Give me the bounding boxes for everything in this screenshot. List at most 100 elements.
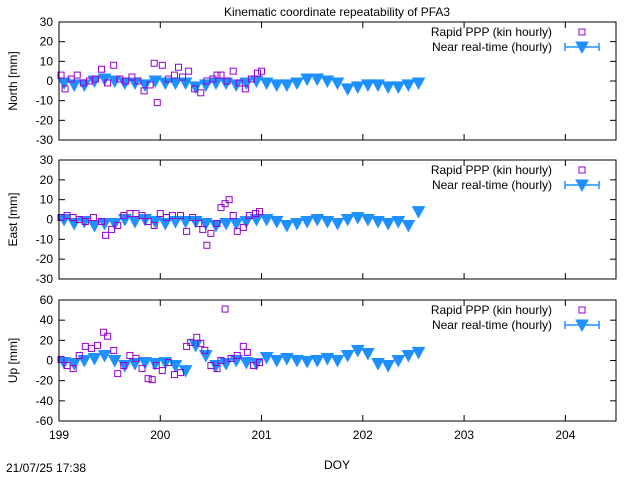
rapid-point <box>229 67 237 75</box>
nrt-point <box>269 355 284 368</box>
nrt-point <box>199 79 213 92</box>
rapid-point <box>168 212 176 220</box>
x-tick-label: 200 <box>150 428 170 442</box>
y-axis-label: East [mm] <box>6 192 20 246</box>
rapid-point <box>207 229 215 237</box>
nrt-point <box>107 75 122 89</box>
nrt-point <box>340 214 355 227</box>
nrt-point <box>67 217 82 231</box>
series-rapid-ppp <box>57 196 264 249</box>
nrt-point <box>361 214 375 227</box>
rapid-point <box>195 219 203 227</box>
rapid-point <box>108 225 116 233</box>
x-tick-label: 204 <box>555 428 575 442</box>
rapid-point <box>144 375 152 383</box>
nrt-point <box>361 347 375 361</box>
nrt-point <box>269 215 284 229</box>
x-axis-label: DOY <box>324 458 350 472</box>
legend-marker-nrt <box>575 41 589 55</box>
nrt-point <box>310 73 325 87</box>
nrt-point <box>340 349 355 363</box>
nrt-point <box>320 75 335 89</box>
series-near-real-time <box>57 206 426 233</box>
rapid-point <box>183 227 191 235</box>
y-tick-label: -20 <box>36 374 54 388</box>
legend-label-nrt: Near real-time (hourly) <box>432 178 552 192</box>
y-tick-label: 10 <box>40 54 54 68</box>
plot-frame <box>58 21 617 141</box>
nrt-point <box>300 356 314 369</box>
rapid-point <box>69 365 77 373</box>
rapid-point <box>199 225 207 233</box>
nrt-point <box>280 79 294 92</box>
rapid-point <box>67 75 75 83</box>
nrt-point <box>320 352 335 366</box>
y-tick-label: 0 <box>46 213 53 227</box>
nrt-point <box>371 79 385 92</box>
rapid-point <box>189 214 197 222</box>
panel-1: -30 -20 -10 0 10 20 30 North [mm] Rapid PPP (kin… <box>6 15 617 147</box>
nrt-point <box>290 355 304 368</box>
rapid-point <box>57 71 65 79</box>
rapid-point <box>247 75 255 83</box>
rapid-point <box>239 342 247 350</box>
rapid-point <box>61 85 69 93</box>
panel-2: -30 -20 -10 0 10 20 30 East [mm] Rapid PPP (kin … <box>6 153 617 286</box>
rapid-point <box>197 89 205 97</box>
y-tick-label: 60 <box>40 293 54 307</box>
nrt-point <box>391 81 406 94</box>
rapid-point <box>233 227 241 235</box>
rapid-point <box>75 351 83 359</box>
y-tick-label: -10 <box>36 94 54 108</box>
y-tick-label: 20 <box>40 333 54 347</box>
y-tick-label: -20 <box>36 252 54 266</box>
rapid-point <box>221 305 229 313</box>
rapid-point <box>146 81 154 89</box>
nrt-point <box>310 214 325 227</box>
rapid-point <box>98 65 106 73</box>
rapid-point <box>148 376 156 384</box>
nrt-point <box>97 349 112 363</box>
nrt-point <box>290 217 304 231</box>
y-tick-label: 0 <box>46 74 53 88</box>
nrt-point <box>178 365 193 378</box>
legend-marker-rapid <box>578 166 586 174</box>
x-tick-label: 199 <box>49 428 69 442</box>
rapid-point <box>179 73 187 81</box>
rapid-point <box>91 75 99 83</box>
nrt-point <box>350 81 365 94</box>
rapid-point <box>213 365 221 373</box>
chart-title: Kinematic coordinate repeatability of PF… <box>224 5 450 19</box>
rapid-point <box>241 85 249 93</box>
nrt-point <box>259 77 274 91</box>
rapid-point <box>128 73 136 81</box>
legend: Rapid PPP (kin hourly)Near real-time (ho… <box>431 25 600 55</box>
nrt-point <box>401 219 416 233</box>
rapid-point <box>132 354 140 362</box>
rapid-point <box>104 79 112 87</box>
nrt-point <box>77 215 92 229</box>
series-rapid-ppp <box>57 59 266 107</box>
y-tick-label: -10 <box>36 232 54 246</box>
nrt-point <box>350 344 365 358</box>
y-tick-label: -60 <box>36 414 54 428</box>
rapid-point <box>170 371 178 379</box>
series-near-real-time <box>57 339 426 378</box>
rapid-point <box>213 219 221 227</box>
rapid-point <box>150 59 158 67</box>
generation-timestamp: 21/07/25 17:38 <box>6 461 87 475</box>
rapid-point <box>217 71 225 79</box>
rapid-point <box>183 342 191 350</box>
legend: Rapid PPP (kin hourly)Near real-time (ho… <box>431 303 600 333</box>
rapid-point <box>187 338 195 346</box>
plot-frame <box>58 159 617 280</box>
nrt-point <box>87 352 102 366</box>
y-tick-label: 40 <box>40 313 54 327</box>
rapid-point <box>153 99 161 107</box>
rapid-point <box>256 359 264 367</box>
rapid-point <box>89 214 97 222</box>
legend-label-nrt: Near real-time (hourly) <box>432 318 552 332</box>
rapid-point <box>229 212 237 220</box>
x-tick-label: 201 <box>252 428 272 442</box>
